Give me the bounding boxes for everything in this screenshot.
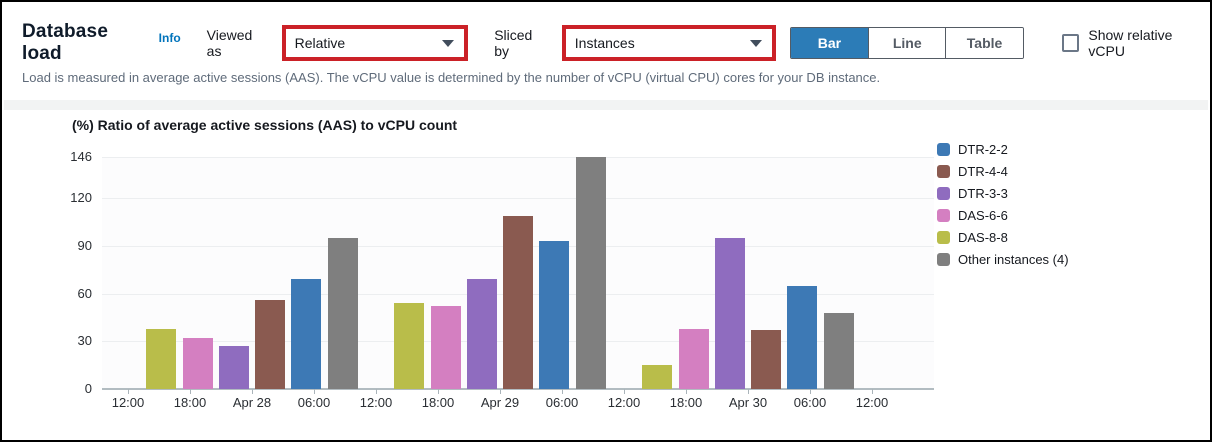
- viewed-as-label: Viewed as: [206, 27, 253, 59]
- x-axis-label: 12:00: [855, 395, 889, 410]
- bar-apr-28-das-8-8[interactable]: [146, 329, 176, 389]
- legend-item-dtr-4-4[interactable]: DTR-4-4: [937, 164, 1069, 179]
- bar-apr-28-dtr-3-3[interactable]: [219, 346, 249, 389]
- bar-apr-29-das-6-6[interactable]: [431, 306, 461, 389]
- bar-apr-28-other-instances-4-[interactable]: [328, 238, 358, 389]
- chart-view-toggle: Bar Line Table: [789, 27, 1024, 59]
- y-axis-label-90: 90: [77, 237, 92, 253]
- legend-swatch-icon: [937, 165, 950, 178]
- x-axis-line: [102, 388, 934, 390]
- x-axis-label: 12:00: [111, 395, 145, 410]
- bar-apr-30-das-8-8[interactable]: [642, 365, 672, 389]
- bar-chart-plot-area: [102, 157, 934, 390]
- x-axis-label: 06:00: [545, 395, 579, 410]
- bar-apr-29-das-8-8[interactable]: [394, 303, 424, 389]
- legend-swatch-icon: [937, 231, 950, 244]
- y-axis-label-146: 146: [70, 149, 92, 164]
- viewed-as-dropdown[interactable]: Relative: [281, 25, 469, 61]
- y-axis-label-30: 30: [77, 333, 92, 349]
- header-row: Database load Info Viewed as Relative Sl…: [22, 21, 1210, 64]
- x-axis-label: Apr 29: [480, 395, 520, 410]
- bar-apr-30-dtr-3-3[interactable]: [715, 238, 745, 389]
- bar-apr-28-das-6-6[interactable]: [183, 338, 213, 389]
- gridline-146: [102, 157, 934, 158]
- x-axis-tick: [810, 389, 811, 394]
- bar-apr-29-dtr-2-2[interactable]: [539, 241, 569, 389]
- chart-title: (%) Ratio of average active sessions (AA…: [72, 117, 458, 133]
- chart-legend: DTR-2-2 DTR-4-4 DTR-3-3 DAS-6-6 DAS-8-8 Other…: [937, 142, 1069, 275]
- legend-item-das-8-8[interactable]: DAS-8-8: [937, 230, 1069, 245]
- x-axis-label: 18:00: [669, 395, 703, 410]
- legend-label: DAS-6-6: [958, 208, 1008, 223]
- legend-swatch-icon: [937, 143, 950, 156]
- y-axis-label-0: 0: [84, 381, 92, 396]
- gridline-120: [102, 198, 934, 199]
- view-toggle-table-button[interactable]: Table: [945, 28, 1023, 58]
- x-axis-tick: [128, 389, 129, 394]
- bar-apr-30-dtr-4-4[interactable]: [751, 330, 781, 389]
- legend-label: DTR-2-2: [958, 142, 1008, 157]
- x-axis-tick: [748, 389, 749, 394]
- legend-item-dtr-2-2[interactable]: DTR-2-2: [937, 142, 1069, 157]
- x-axis-label: 18:00: [421, 395, 455, 410]
- sliced-by-label: Sliced by: [494, 27, 533, 59]
- x-axis-label: 18:00: [173, 395, 207, 410]
- legend-label: DAS-8-8: [958, 230, 1008, 245]
- sliced-by-dropdown[interactable]: Instances: [561, 25, 776, 61]
- x-axis-tick: [438, 389, 439, 394]
- legend-label: DTR-4-4: [958, 164, 1008, 179]
- bar-apr-28-dtr-2-2[interactable]: [291, 279, 321, 389]
- y-axis-label-120: 120: [70, 190, 92, 206]
- x-axis-tick: [624, 389, 625, 394]
- legend-label: DTR-3-3: [958, 186, 1008, 201]
- legend-swatch-icon: [937, 187, 950, 200]
- legend-swatch-icon: [937, 209, 950, 222]
- x-axis-tick: [314, 389, 315, 394]
- legend-item-das-6-6[interactable]: DAS-6-6: [937, 208, 1069, 223]
- bar-apr-28-dtr-4-4[interactable]: [255, 300, 285, 389]
- bar-apr-30-dtr-2-2[interactable]: [787, 286, 817, 389]
- x-axis-tick: [872, 389, 873, 394]
- load-description-text: Load is measured in average active sessi…: [22, 70, 881, 85]
- bar-apr-30-other-instances-4-[interactable]: [824, 313, 854, 389]
- x-axis-label: Apr 28: [232, 395, 272, 410]
- x-axis-label: 06:00: [793, 395, 827, 410]
- chevron-down-icon: [749, 39, 762, 47]
- show-relative-vcpu-label: Show relative vCPU: [1088, 27, 1173, 59]
- bar-apr-29-dtr-3-3[interactable]: [467, 279, 497, 389]
- sliced-by-value: Instances: [574, 35, 635, 51]
- info-link[interactable]: Info: [158, 31, 181, 45]
- bar-apr-29-dtr-4-4[interactable]: [503, 216, 533, 389]
- x-axis-tick: [686, 389, 687, 394]
- view-toggle-line-button[interactable]: Line: [868, 28, 946, 58]
- chevron-down-icon: [442, 39, 455, 47]
- legend-swatch-icon: [937, 253, 950, 266]
- legend-item-other-instances-4-[interactable]: Other instances (4): [937, 252, 1069, 267]
- bar-apr-30-das-6-6[interactable]: [679, 329, 709, 389]
- show-relative-vcpu-group[interactable]: Show relative vCPU: [1061, 27, 1210, 59]
- y-axis-label-60: 60: [77, 285, 92, 301]
- bar-apr-29-other-instances-4-[interactable]: [576, 157, 606, 389]
- x-axis-tick: [376, 389, 377, 394]
- x-axis-label: 06:00: [297, 395, 331, 410]
- x-axis-label: 12:00: [607, 395, 641, 410]
- viewed-as-value: Relative: [294, 35, 346, 51]
- view-toggle-bar-button[interactable]: Bar: [790, 28, 869, 58]
- x-axis-tick: [500, 389, 501, 394]
- legend-label: Other instances (4): [958, 252, 1069, 267]
- x-axis-label: Apr 30: [728, 395, 768, 410]
- legend-item-dtr-3-3[interactable]: DTR-3-3: [937, 186, 1069, 201]
- x-axis-tick: [562, 389, 563, 394]
- show-relative-vcpu-checkbox[interactable]: [1061, 34, 1080, 52]
- section-divider: [4, 100, 1208, 110]
- page-title: Database load: [22, 21, 109, 64]
- x-axis-tick: [252, 389, 253, 394]
- x-axis-tick: [190, 389, 191, 394]
- x-axis-label: 12:00: [359, 395, 393, 410]
- chart-card: (%) Ratio of average active sessions (AA…: [4, 110, 1208, 438]
